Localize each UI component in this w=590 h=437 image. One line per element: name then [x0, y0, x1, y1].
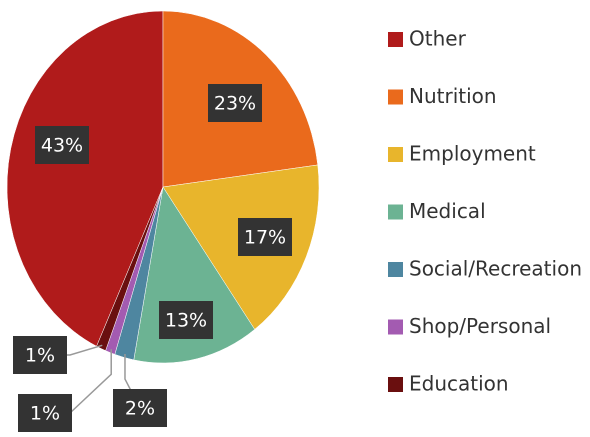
legend-label: Other — [409, 27, 467, 51]
label-box — [238, 218, 292, 256]
data-label: 43% — [41, 135, 83, 157]
data-label: 1% — [30, 403, 60, 425]
legend-label: Employment — [409, 142, 536, 166]
data-label: 23% — [214, 93, 256, 115]
legend-swatch — [388, 377, 403, 392]
data-label: 17% — [244, 227, 286, 249]
leader-line — [65, 344, 103, 356]
data-label: 2% — [125, 398, 155, 420]
legend-label: Medical — [409, 199, 486, 223]
legend-label: Social/Recreation — [409, 257, 582, 281]
label-box — [13, 336, 67, 374]
legend-swatch — [388, 89, 403, 105]
legend-label: Education — [409, 372, 509, 396]
legend-label: Nutrition — [409, 84, 497, 108]
legend-swatch — [388, 319, 403, 335]
label-box — [159, 301, 213, 339]
legend-label: Shop/Personal — [409, 314, 551, 338]
label-box — [113, 389, 167, 427]
pie-slice — [6, 10, 164, 347]
legend-swatch — [388, 32, 403, 47]
legend-swatch — [388, 147, 403, 162]
legend-swatch — [388, 262, 403, 277]
data-label: 1% — [25, 345, 55, 367]
label-box — [18, 394, 72, 432]
label-box — [35, 126, 89, 164]
leader-line — [69, 349, 112, 414]
legend-swatch — [388, 204, 403, 220]
data-label: 13% — [165, 310, 207, 332]
label-box — [208, 84, 262, 122]
